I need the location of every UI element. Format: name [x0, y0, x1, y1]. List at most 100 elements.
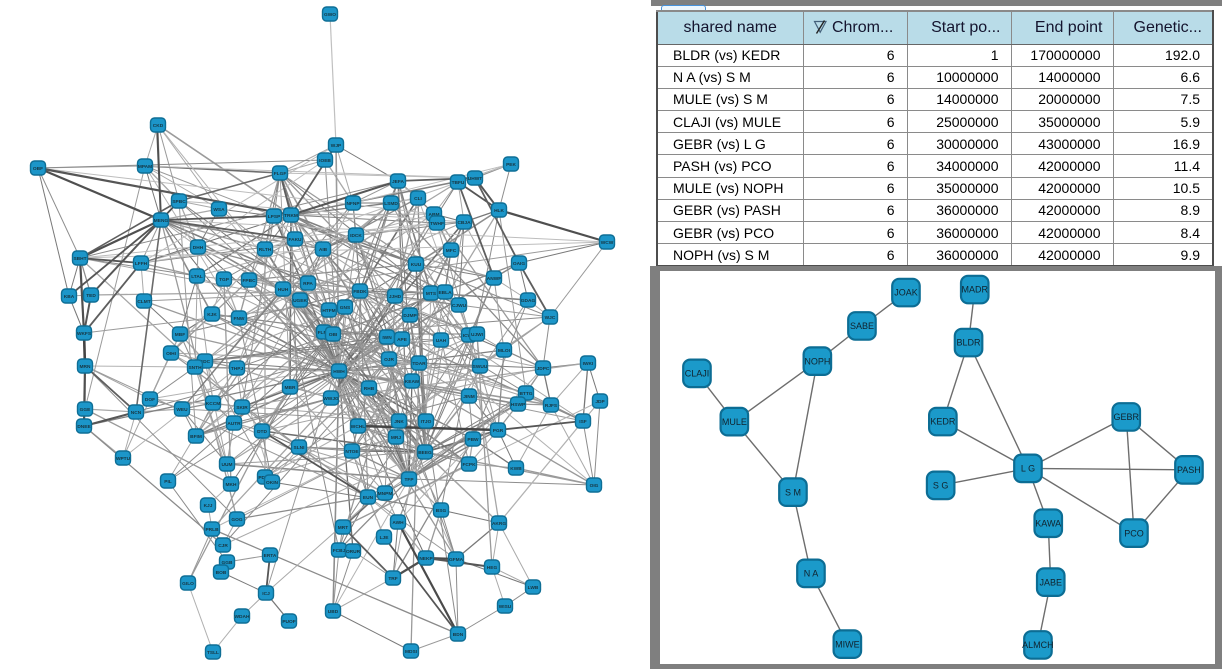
svg-text:SLNI: SLNI [294, 445, 306, 451]
svg-text:BTTG: BTTG [519, 391, 532, 397]
svg-text:WISU: WISU [499, 604, 512, 610]
svg-text:JDP: JDP [595, 399, 605, 405]
svg-text:CLI: CLI [414, 196, 422, 202]
svg-text:MKH: MKH [226, 482, 237, 488]
svg-text:DNEE: DNEE [77, 424, 91, 430]
svg-text:AUTR: AUTR [227, 421, 241, 427]
svg-text:MFC: MFC [446, 248, 457, 254]
svg-text:KJJ: KJJ [204, 503, 213, 509]
svg-text:HSWP: HSWP [511, 402, 526, 408]
svg-text:MRT: MRT [338, 525, 348, 531]
svg-text:PEK: PEK [506, 162, 516, 168]
svg-text:MENG: MENG [154, 218, 169, 224]
svg-text:IDCK: IDCK [350, 233, 362, 239]
svg-text:UGEK: UGEK [293, 298, 307, 304]
svg-text:LSMD: LSMD [384, 201, 398, 207]
svg-text:IWKI: IWKI [583, 361, 594, 367]
svg-text:OBI: OBI [329, 332, 338, 338]
svg-text:TSLL: TSLL [207, 650, 219, 656]
svg-text:WPTU: WPTU [116, 456, 131, 462]
svg-text:FBDK: FBDK [353, 289, 367, 295]
svg-text:NTOE: NTOE [345, 449, 359, 455]
svg-text:ALMCH: ALMCH [1022, 640, 1054, 650]
svg-text:LWB: LWB [528, 585, 539, 591]
svg-text:GDAG: GDAG [521, 298, 536, 304]
svg-text:MRJ: MRJ [391, 435, 401, 441]
svg-text:NCN: NCN [131, 410, 142, 416]
svg-text:OAIG: OAIG [513, 261, 526, 267]
svg-text:NFNP: NFNP [346, 201, 360, 207]
svg-text:JEFA: JEFA [392, 179, 405, 185]
svg-text:DTD: DTD [257, 429, 267, 435]
svg-text:DHH: DHH [193, 245, 204, 251]
svg-text:PUOF: PUOF [282, 619, 295, 625]
svg-text:PIL: PIL [164, 479, 172, 485]
svg-text:FPBC: FPBC [242, 278, 256, 284]
svg-text:CKD: CKD [153, 123, 164, 129]
svg-text:APE: APE [397, 337, 408, 343]
svg-text:FAKU: FAKU [288, 237, 302, 243]
svg-text:LTAL: LTAL [191, 274, 203, 280]
svg-text:PASH: PASH [1177, 465, 1201, 475]
svg-text:TGP: TGP [219, 277, 230, 283]
svg-text:HTFM: HTFM [322, 308, 335, 314]
svg-text:ANWF: ANWF [487, 276, 501, 282]
svg-text:EUN: EUN [363, 495, 374, 501]
svg-text:FLML: FLML [318, 330, 331, 336]
svg-text:MNPM: MNPM [378, 491, 393, 497]
svg-text:FNW: FNW [234, 316, 245, 322]
svg-text:MBF: MBF [175, 332, 185, 338]
svg-text:AIB: AIB [319, 247, 328, 253]
svg-text:CJR: CJR [218, 543, 228, 549]
svg-text:JOAK: JOAK [894, 288, 918, 298]
svg-text:KAWA: KAWA [1035, 518, 1061, 528]
svg-text:GILO: GILO [182, 581, 194, 587]
svg-text:S G: S G [933, 481, 949, 491]
svg-text:RLTH: RLTH [259, 247, 272, 253]
svg-text:UHWT: UHWT [468, 176, 482, 182]
svg-text:UUM: UUM [222, 462, 233, 468]
svg-text:WKFS: WKFS [77, 331, 92, 337]
svg-text:N A: N A [804, 569, 819, 579]
svg-text:DJMP: DJMP [403, 313, 417, 319]
svg-text:ABM: ABM [429, 212, 440, 218]
svg-text:KJK: KJK [207, 312, 217, 318]
svg-text:WDAH: WDAH [235, 614, 250, 620]
svg-text:ITJO: ITJO [421, 419, 432, 425]
svg-text:MBR: MBR [285, 385, 296, 391]
svg-text:LJE: LJE [380, 535, 390, 541]
svg-text:OJR: OJR [384, 357, 394, 363]
svg-text:KCCM: KCCM [206, 401, 220, 407]
svg-text:BOB: BOB [216, 570, 227, 576]
svg-text:JJHD: JJHD [389, 294, 402, 300]
svg-text:GOG: GOG [231, 517, 242, 523]
svg-text:TWHF: TWHF [430, 221, 444, 227]
svg-text:OBF: OBF [33, 166, 43, 172]
svg-text:BLDR: BLDR [956, 338, 981, 348]
svg-text:IWN: IWN [382, 335, 392, 341]
svg-text:JNK: JNK [394, 419, 404, 425]
svg-text:CBJA: CBJA [457, 220, 471, 226]
svg-text:WJC: WJC [545, 315, 556, 321]
svg-text:WCW: WCW [601, 240, 614, 246]
svg-text:HLK: HLK [494, 208, 504, 214]
svg-text:DOF: DOF [145, 397, 155, 403]
svg-text:ORUR: ORUR [346, 549, 361, 555]
svg-text:NEKP: NEKP [419, 556, 433, 562]
svg-text:LPSP: LPSP [268, 214, 281, 220]
svg-text:SWUU: SWUU [473, 364, 488, 370]
svg-text:WCHL: WCHL [351, 424, 365, 430]
svg-text:JINM: JINM [463, 394, 474, 400]
svg-text:TRF: TRF [388, 576, 397, 582]
svg-text:UBD: UBD [328, 609, 339, 615]
svg-text:GWO: GWO [324, 12, 336, 18]
svg-text:MADR: MADR [962, 285, 989, 295]
svg-text:GGB: GGB [222, 560, 233, 566]
svg-text:UJWI: UJWI [471, 332, 484, 338]
svg-text:EDC: EDC [200, 359, 211, 365]
svg-text:OKIN: OKIN [266, 480, 279, 486]
svg-text:THPJ: THPJ [231, 366, 244, 372]
svg-text:OIG: OIG [590, 483, 599, 489]
svg-text:PBW: PBW [467, 437, 479, 443]
svg-text:MTS: MTS [426, 291, 437, 297]
